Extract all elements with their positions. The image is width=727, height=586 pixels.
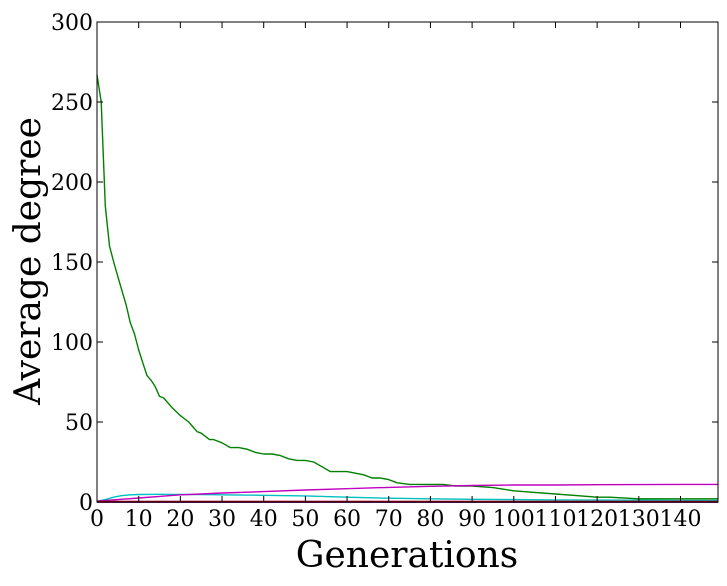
series-line-3 — [96, 483, 718, 502]
x-tick-label: 110 — [534, 507, 576, 532]
x-tick-label: 120 — [576, 507, 618, 532]
x-tick-label: 30 — [208, 507, 236, 532]
x-axis-title: Generations — [296, 535, 519, 576]
y-axis-title: Average degree — [8, 117, 49, 406]
x-tick-label: 60 — [333, 507, 361, 532]
y-tick-label: 300 — [51, 11, 93, 36]
y-tick-label: 0 — [79, 491, 93, 516]
plot-border — [96, 21, 719, 503]
x-tick-label: 50 — [291, 507, 319, 532]
x-tick-label: 40 — [250, 507, 278, 532]
y-tick-label: 200 — [51, 171, 93, 196]
y-tick-label: 250 — [51, 91, 93, 116]
series-layer — [96, 74, 718, 503]
axis-ticks: 0 10 20 30 40 50 60 70 80 90 100 110 120 130 140050100… — [51, 11, 718, 532]
series-line-1 — [96, 74, 718, 500]
x-tick-label: 20 — [166, 507, 194, 532]
x-tick-label: 0 — [90, 507, 104, 532]
x-tick-label: 80 — [416, 507, 444, 532]
y-tick-label: 50 — [65, 411, 93, 436]
y-tick-label: 150 — [51, 251, 93, 276]
x-tick-label: 140 — [659, 507, 701, 532]
x-tick-label: 10 — [125, 507, 153, 532]
y-tick-label: 100 — [51, 331, 93, 356]
series-line-2 — [96, 493, 718, 502]
plot-frame — [96, 21, 719, 503]
x-tick-label: 90 — [458, 507, 486, 532]
x-tick-label: 100 — [493, 507, 535, 532]
x-tick-label: 70 — [375, 507, 403, 532]
x-tick-label: 130 — [618, 507, 660, 532]
